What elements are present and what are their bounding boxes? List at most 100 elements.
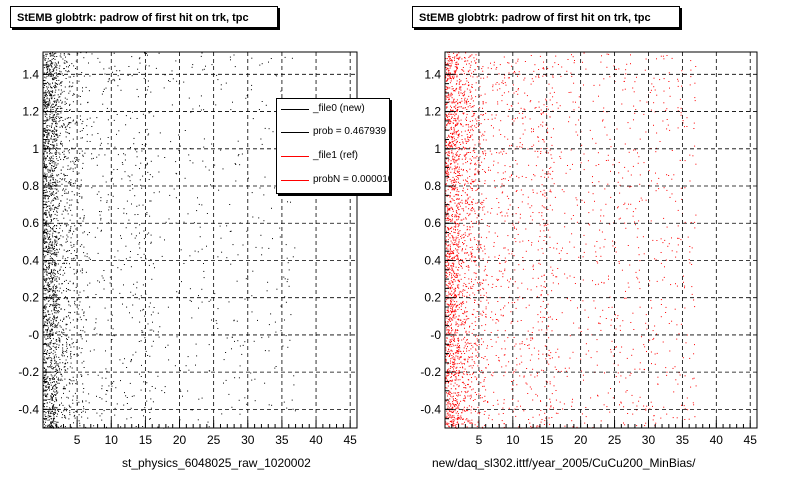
data-point xyxy=(456,178,458,180)
data-point xyxy=(447,94,449,96)
data-point xyxy=(138,132,140,134)
data-point xyxy=(261,247,263,249)
data-point xyxy=(51,328,52,330)
data-point xyxy=(56,290,58,292)
data-point xyxy=(49,413,51,415)
data-point xyxy=(52,249,54,250)
data-point xyxy=(65,241,67,243)
data-point xyxy=(246,230,248,232)
data-point xyxy=(458,209,460,210)
data-point xyxy=(449,218,451,220)
data-point xyxy=(56,407,58,409)
data-point xyxy=(469,168,471,170)
data-point xyxy=(152,340,154,342)
data-point xyxy=(50,374,52,376)
data-point xyxy=(86,118,88,120)
data-point xyxy=(55,167,57,169)
data-point xyxy=(453,353,455,355)
data-point xyxy=(54,360,56,362)
data-point xyxy=(46,376,48,378)
data-point xyxy=(44,145,46,147)
data-point xyxy=(49,318,51,320)
data-point xyxy=(464,395,466,397)
data-point xyxy=(472,181,474,183)
data-point xyxy=(139,224,141,226)
data-point xyxy=(203,138,205,140)
data-point xyxy=(446,180,448,182)
data-point xyxy=(57,382,59,384)
data-point xyxy=(446,333,448,335)
data-point xyxy=(131,174,133,176)
data-point xyxy=(56,393,58,394)
data-point xyxy=(74,300,76,302)
data-point xyxy=(453,270,455,272)
data-point xyxy=(460,144,462,145)
data-point xyxy=(446,329,448,331)
data-point xyxy=(63,329,65,331)
data-point xyxy=(451,257,453,259)
data-point xyxy=(80,270,82,272)
data-point xyxy=(56,298,58,300)
data-point xyxy=(465,83,467,85)
data-point xyxy=(450,300,452,302)
data-point xyxy=(69,263,70,265)
data-point xyxy=(450,300,452,302)
data-point xyxy=(55,356,57,358)
data-point xyxy=(45,371,47,373)
data-point xyxy=(44,161,45,163)
data-point xyxy=(449,421,451,422)
data-point xyxy=(106,201,108,203)
data-point xyxy=(48,200,50,202)
data-point xyxy=(150,241,152,243)
data-point xyxy=(455,184,457,186)
data-point xyxy=(448,262,450,264)
data-point xyxy=(58,121,60,123)
data-point xyxy=(48,382,49,384)
data-point xyxy=(284,296,286,298)
data-point xyxy=(43,175,45,177)
data-point xyxy=(138,58,140,60)
data-point xyxy=(451,350,453,352)
data-point xyxy=(466,295,468,297)
data-point xyxy=(459,154,461,155)
data-point xyxy=(60,172,62,174)
data-point xyxy=(456,370,458,372)
data-point xyxy=(49,248,51,250)
data-point xyxy=(150,160,152,162)
data-point xyxy=(50,219,52,220)
data-point xyxy=(53,309,55,310)
data-point xyxy=(454,162,456,164)
data-point xyxy=(446,163,448,164)
data-point xyxy=(69,289,71,291)
data-point xyxy=(49,336,51,338)
data-point xyxy=(467,140,469,142)
data-point xyxy=(73,244,75,245)
data-point xyxy=(457,411,458,413)
data-point xyxy=(466,374,468,376)
data-point xyxy=(467,360,469,362)
data-point xyxy=(60,266,62,268)
data-point xyxy=(470,239,472,241)
data-point xyxy=(470,209,472,211)
data-point xyxy=(67,224,69,226)
data-point xyxy=(51,271,52,273)
data-point xyxy=(43,219,45,221)
data-point xyxy=(55,368,57,370)
data-point xyxy=(73,268,75,270)
data-point xyxy=(65,70,67,72)
data-point xyxy=(452,210,454,212)
data-point xyxy=(52,58,54,59)
data-point xyxy=(449,321,451,322)
data-point xyxy=(52,82,53,84)
data-point xyxy=(51,112,53,114)
data-point xyxy=(451,132,453,134)
data-point xyxy=(65,56,66,58)
data-point xyxy=(149,390,151,392)
data-point xyxy=(448,382,449,383)
data-point xyxy=(82,330,84,332)
data-point xyxy=(452,214,453,216)
data-point xyxy=(451,319,453,321)
data-point xyxy=(159,326,161,328)
data-point xyxy=(145,258,147,260)
data-point xyxy=(450,152,452,154)
